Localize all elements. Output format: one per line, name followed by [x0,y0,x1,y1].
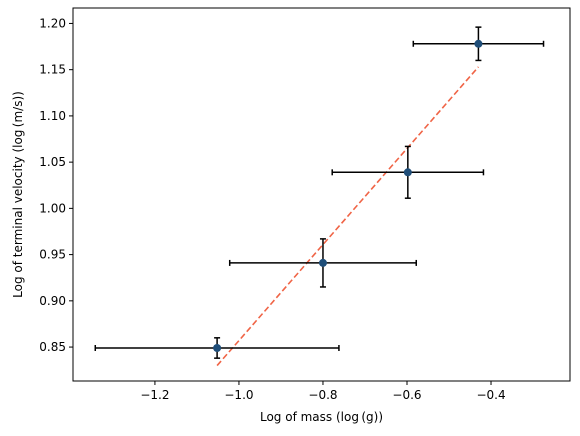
plot-frame [72,7,571,382]
data-point [474,39,483,48]
plot-layer [94,26,545,367]
y-tick-label: 1.05 [39,155,66,169]
y-tick-label: 0.95 [39,248,66,262]
data-point-group [412,26,545,62]
y-axis-ticks: 0.85 0.90 0.95 1.00 1.05 1.10 1.15 1.20 [39,16,73,354]
x-tick-label: −1.0 [224,388,253,402]
data-point [403,168,412,177]
y-tick-label: 1.00 [39,201,66,215]
x-tick-label: −0.8 [308,388,337,402]
x-tick-label: −1.2 [140,388,169,402]
y-tick-label: 1.20 [39,16,66,30]
y-axis-label: Log of terminal velocity (log (m/s)) [11,91,25,298]
y-tick-label: 0.85 [39,340,66,354]
data-point-group [331,145,485,199]
data-point-group [228,238,417,288]
fit-line [216,66,480,367]
y-tick-label: 0.90 [39,294,66,308]
data-point-group [94,337,340,359]
x-tick-label: −0.6 [392,388,421,402]
y-tick-label: 1.10 [39,109,66,123]
x-tick-label: −0.4 [476,388,505,402]
x-axis-label: Log of mass (log (g)) [260,410,383,424]
data-point [318,258,327,267]
data-point [213,343,222,352]
x-axis-ticks: −1.2 −1.0 −0.8 −0.6 −0.4 [140,381,506,402]
y-tick-label: 1.15 [39,63,66,77]
